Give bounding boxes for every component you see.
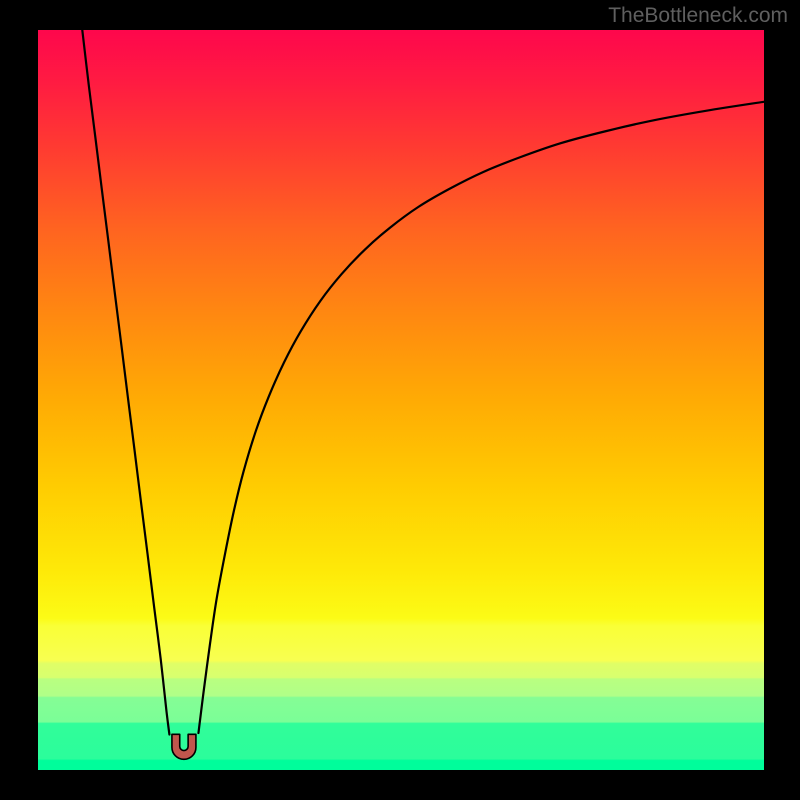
bottleneck-chart bbox=[0, 0, 800, 800]
chart-container: TheBottleneck.com bbox=[0, 0, 800, 800]
plot-background bbox=[38, 30, 764, 770]
